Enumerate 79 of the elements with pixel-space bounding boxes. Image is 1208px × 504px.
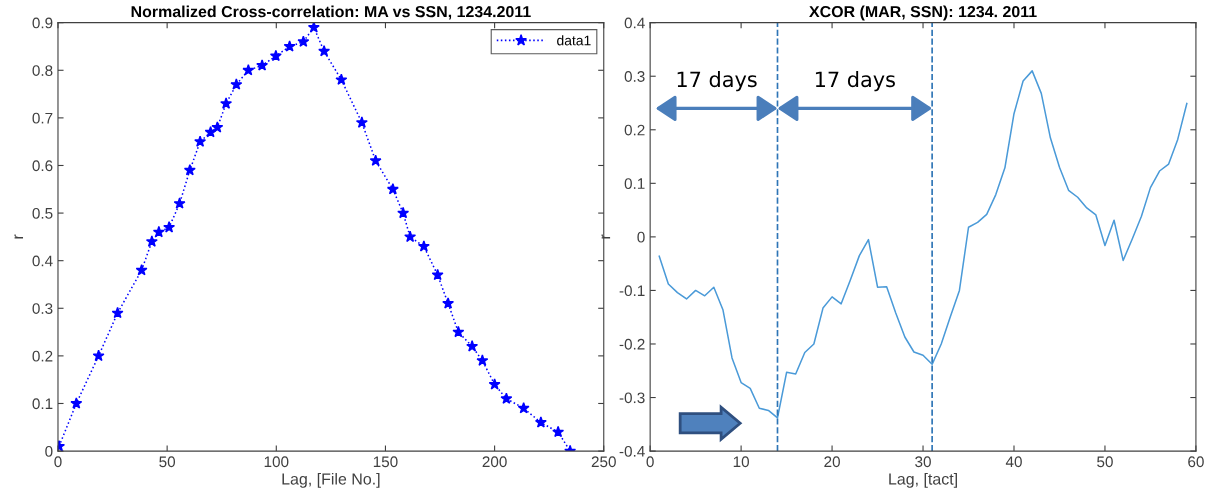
y-tick-label: 0 — [637, 231, 645, 243]
point — [256, 59, 269, 71]
point — [355, 116, 368, 128]
y-tick-label: 0.2 — [624, 124, 645, 136]
point — [452, 325, 465, 338]
y-tick-label: 0.8 — [32, 65, 53, 76]
point — [307, 22, 320, 33]
y-tick-label: 0.5 — [32, 207, 53, 219]
y-tick-label: 0.4 — [32, 255, 53, 267]
y-tick-label: 0.3 — [624, 71, 645, 82]
point — [194, 135, 207, 147]
x-tick-label: 250 — [591, 456, 616, 468]
y-tick-label: -0.1 — [619, 285, 645, 297]
point — [163, 221, 176, 233]
y-tick-label: -0.2 — [619, 338, 645, 350]
y-tick-label: 0.7 — [32, 112, 53, 124]
point — [534, 416, 547, 428]
x-tick-label: 200 — [482, 456, 507, 468]
x-tick-label: 30 — [915, 456, 931, 468]
point — [369, 154, 382, 166]
x-tick-label: 60 — [1188, 456, 1204, 468]
point — [500, 392, 513, 404]
x-tick-label: 40 — [1005, 456, 1022, 468]
point — [517, 401, 530, 414]
x-tick-label: 50 — [159, 456, 176, 468]
point — [242, 64, 255, 76]
x-tick-label: 20 — [824, 456, 840, 468]
point — [386, 183, 399, 195]
point — [230, 78, 243, 90]
point — [466, 340, 479, 352]
y-tick-label: -0.3 — [619, 392, 645, 404]
point — [152, 225, 165, 238]
y-tick-label: 0.3 — [32, 303, 53, 314]
x-tick-label: 100 — [264, 456, 289, 468]
point — [397, 206, 410, 219]
line-series — [658, 70, 1188, 419]
point — [145, 235, 158, 247]
chart-title: Normalized Cross-correlation: MA vs SSN, 1234.2011 — [131, 5, 531, 20]
y-tick-label: -0.4 — [619, 445, 645, 457]
point — [552, 425, 565, 438]
y-tick-label: 0 — [45, 445, 53, 457]
y-tick-label: 0.1 — [32, 398, 53, 410]
y-tick-label: 0.2 — [32, 350, 53, 362]
x-tick-label: 10 — [733, 456, 750, 468]
point — [173, 197, 186, 209]
y-tick-label: 0.6 — [32, 160, 53, 172]
annotation: 17 days — [815, 71, 895, 92]
point — [431, 268, 444, 281]
point — [183, 163, 196, 176]
y-tick-label: 0.9 — [32, 17, 53, 29]
point — [211, 121, 224, 133]
annotation: 17 days — [677, 71, 757, 92]
point — [70, 397, 83, 409]
legend-label: data1 — [557, 35, 591, 46]
point — [476, 354, 489, 366]
point — [220, 97, 233, 109]
x-tick-label: 0 — [646, 456, 654, 468]
point — [404, 230, 417, 243]
y-axis-title: r — [14, 234, 24, 239]
x-tick-label: 150 — [373, 456, 398, 468]
point — [417, 240, 430, 252]
point — [283, 40, 296, 52]
y-axis-title: r — [601, 234, 611, 239]
x-tick-label: 0 — [54, 456, 62, 468]
y-tick-label: 0.4 — [624, 17, 645, 29]
point — [135, 263, 148, 276]
x-axis-title: Lag, [tact] — [889, 472, 957, 488]
x-axis-title: Lag, [File No.] — [282, 472, 380, 488]
point — [442, 297, 455, 309]
point — [297, 35, 310, 47]
point — [318, 44, 331, 57]
point — [111, 306, 124, 319]
point — [269, 49, 282, 62]
point — [488, 378, 501, 390]
point — [92, 349, 105, 362]
x-tick-label: 50 — [1097, 456, 1113, 468]
point — [335, 73, 348, 85]
chart-title: XCOR (MAR, SSN): 1234. 2011 — [809, 5, 1037, 21]
y-tick-label: 0.1 — [624, 178, 645, 190]
